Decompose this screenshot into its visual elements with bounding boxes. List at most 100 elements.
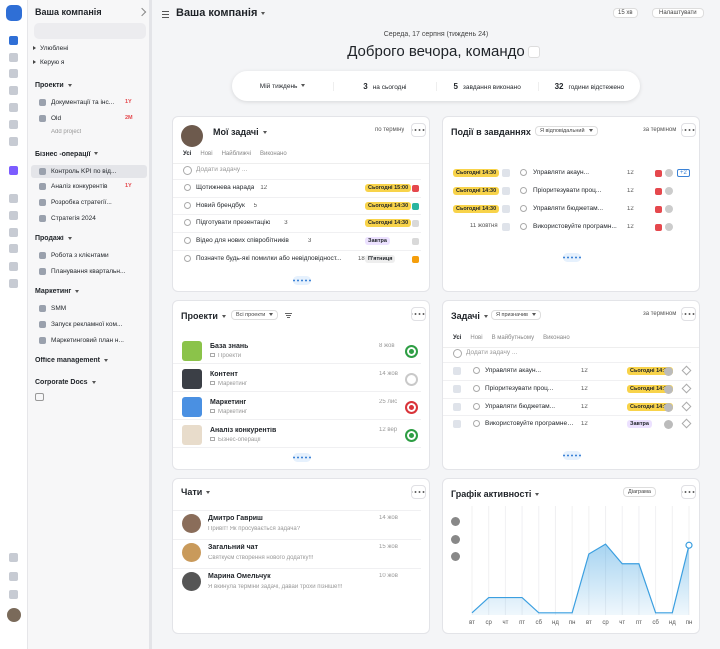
- chat-name[interactable]: Дмитро Гавриш: [208, 515, 263, 522]
- sidebar-item[interactable]: Документації та інс... 1Y: [31, 96, 147, 109]
- task-title[interactable]: Відео для нових співробітників: [196, 237, 289, 245]
- sidebar-item[interactable]: Стратегія 2024: [31, 212, 147, 225]
- search-box[interactable]: [34, 23, 146, 39]
- nav-icon[interactable]: [9, 244, 18, 253]
- more-button[interactable]: [411, 485, 426, 499]
- card-title[interactable]: Події в завданнях: [451, 127, 539, 137]
- sidebar-item[interactable]: Контроль KPI по від...: [31, 164, 147, 178]
- task-status[interactable]: [473, 402, 480, 410]
- tab[interactable]: Нові: [200, 151, 213, 157]
- project-name[interactable]: Аналіз конкурентів: [210, 427, 277, 434]
- nav-icon[interactable]: [9, 166, 18, 175]
- sidebar-link[interactable]: Керую я: [33, 59, 143, 66]
- collapse-button[interactable]: [137, 7, 147, 17]
- task-title[interactable]: Підготувати презентацію: [196, 219, 271, 227]
- menu-icon[interactable]: [162, 11, 169, 12]
- favorite[interactable]: [681, 365, 692, 376]
- filter-select[interactable]: Всі проекти: [231, 310, 279, 320]
- view-button[interactable]: Діаграма: [623, 487, 656, 497]
- task-title[interactable]: Використовуйте програмне з...: [485, 420, 575, 428]
- settings-button[interactable]: Налаштувати: [652, 8, 704, 18]
- sidebar-link[interactable]: Улюблені: [33, 45, 143, 52]
- sidebar-item[interactable]: Old 2M: [31, 112, 147, 125]
- more-button[interactable]: [681, 485, 696, 499]
- load-more[interactable]: [563, 253, 581, 262]
- more-button[interactable]: [681, 307, 696, 321]
- task-title[interactable]: Використовуйте програмн...: [533, 223, 617, 230]
- group-header[interactable]: Corporate Docs: [35, 379, 145, 386]
- load-more[interactable]: [563, 451, 581, 460]
- favorite[interactable]: [681, 401, 692, 412]
- task-status[interactable]: [184, 219, 191, 227]
- task-title[interactable]: Управляти акаун...: [533, 169, 590, 176]
- group-header[interactable]: Продажі: [35, 235, 145, 242]
- period-select[interactable]: Мій тиждень: [259, 82, 298, 90]
- filter-select[interactable]: Я відповідальний: [535, 126, 598, 136]
- task-status[interactable]: [184, 201, 191, 209]
- add-task[interactable]: Додати задачу ...: [196, 166, 248, 173]
- load-more[interactable]: [293, 453, 311, 462]
- add-task[interactable]: Додати задачу ...: [466, 349, 518, 356]
- nav-icon[interactable]: [9, 279, 18, 288]
- task-title[interactable]: Управляти акаун...: [485, 367, 542, 374]
- add-project[interactable]: Add project: [51, 128, 82, 135]
- card-title[interactable]: Мої задачі: [213, 127, 267, 137]
- tab[interactable]: Виконано: [543, 335, 570, 341]
- load-more[interactable]: [293, 276, 311, 285]
- card-title[interactable]: Проекти: [181, 311, 226, 321]
- nav-icon[interactable]: [9, 69, 18, 78]
- sidebar-item[interactable]: Розробка стратегії...: [31, 196, 147, 209]
- filter-select[interactable]: Я призначив: [491, 310, 541, 320]
- task-status[interactable]: [184, 184, 191, 191]
- task-status[interactable]: [184, 237, 191, 245]
- sidebar-item[interactable]: Маркетинговий план н...: [31, 334, 147, 347]
- tab[interactable]: Найближчі: [221, 151, 252, 157]
- sidebar-item[interactable]: Аналіз конкурентів 1Y: [31, 180, 147, 193]
- chat-name[interactable]: Загальний чат: [208, 544, 259, 551]
- favorite[interactable]: [681, 383, 692, 394]
- project-name[interactable]: Маркетинг: [210, 399, 247, 406]
- more-button[interactable]: [411, 307, 426, 321]
- task-status[interactable]: [520, 187, 527, 194]
- task-status[interactable]: [473, 384, 480, 392]
- chat-name[interactable]: Марина Омельчук: [208, 573, 271, 580]
- task-status[interactable]: [520, 169, 527, 176]
- nav-icon[interactable]: [9, 137, 18, 146]
- sidebar-item[interactable]: SMM: [31, 302, 147, 315]
- task-status[interactable]: [473, 367, 480, 374]
- task-title[interactable]: Пріоритезувати проц...: [533, 187, 602, 194]
- sidebar-item[interactable]: Робота з клієнтами: [31, 249, 147, 262]
- task-title[interactable]: Пріоритезувати проц...: [485, 384, 554, 392]
- nav-icon[interactable]: [9, 53, 18, 62]
- more-button[interactable]: [681, 123, 696, 137]
- nav-icon[interactable]: [9, 228, 18, 237]
- nav-icon[interactable]: [9, 103, 18, 112]
- sidebar-item[interactable]: Планування квартальн...: [31, 265, 147, 278]
- menu-icon[interactable]: [162, 17, 169, 18]
- task-title[interactable]: Щотижнева нарада: [196, 184, 255, 191]
- task-title[interactable]: Управляти бюджетам...: [533, 205, 604, 212]
- sidebar-item[interactable]: Запуск рекламної ком...: [31, 318, 147, 331]
- card-title[interactable]: Чати: [181, 487, 211, 497]
- task-title[interactable]: Новий брендбук: [196, 201, 245, 209]
- group-header[interactable]: Проекти: [35, 82, 145, 89]
- task-status[interactable]: [520, 223, 527, 230]
- project-name[interactable]: База знань: [210, 343, 249, 350]
- nav-icon[interactable]: [9, 86, 18, 95]
- task-status[interactable]: [473, 420, 480, 428]
- nav-icon[interactable]: [9, 262, 18, 271]
- group-header[interactable]: Маркетинг: [35, 288, 145, 295]
- tab[interactable]: Виконано: [260, 151, 287, 157]
- nav-icon[interactable]: [9, 211, 18, 220]
- nav-icon[interactable]: [9, 553, 18, 562]
- tab[interactable]: Усі: [453, 335, 462, 341]
- edit-button[interactable]: [528, 46, 540, 58]
- nav-icon[interactable]: [9, 194, 18, 203]
- task-title[interactable]: Позначте будь-які помилки або невідповід…: [196, 254, 342, 262]
- more-button[interactable]: [411, 123, 426, 137]
- tab[interactable]: В майбутньому: [491, 335, 535, 341]
- nav-icon[interactable]: [9, 120, 18, 129]
- group-header[interactable]: Бізнес -операції: [35, 151, 145, 158]
- tab[interactable]: Усі: [183, 151, 192, 157]
- nav-icon[interactable]: [9, 590, 18, 599]
